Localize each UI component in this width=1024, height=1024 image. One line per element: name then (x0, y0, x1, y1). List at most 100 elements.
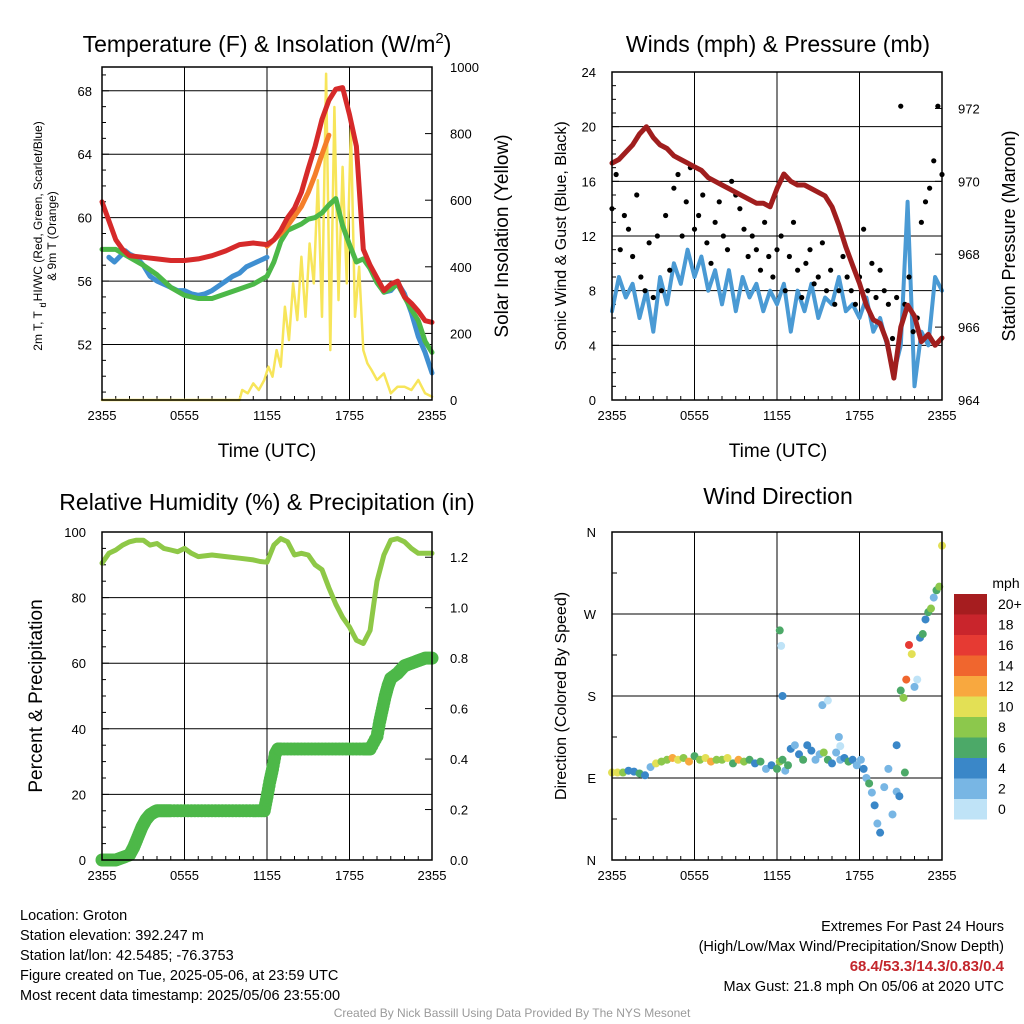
extremes-info: Extremes For Past 24 Hours (High/Low/Max… (699, 917, 1004, 997)
extremes-title: Extremes For Past 24 Hours (821, 919, 1004, 935)
gust-point (654, 233, 660, 239)
colorbar-label: 4 (998, 760, 1006, 776)
humidity-ytick-right-label: 0.2 (450, 803, 468, 818)
winddir-point (876, 828, 885, 837)
temperature-ytick-label: 68 (78, 84, 92, 99)
humidity-ytick-label: 20 (72, 787, 86, 802)
winds-xtick-label: 2355 (928, 408, 957, 423)
winds-chart: 2355 0555 1155 1755 235504812162024964966968… (553, 31, 1019, 462)
winds-xlabel: Time (UTC) (729, 441, 828, 462)
gust-point (720, 233, 726, 239)
gust-point (741, 226, 747, 232)
humidity-chart: 2355 0555 1155 1755 23550204060801000.00.20.… (26, 489, 475, 883)
gust-point (935, 103, 941, 109)
colorbar-label: 0 (998, 801, 1006, 817)
winddir-point (819, 748, 828, 757)
winddir-point (795, 750, 803, 759)
winddir-point (865, 779, 874, 788)
colorbar-swatch (954, 758, 987, 779)
winds-ytick-label: 4 (589, 338, 596, 353)
winddir-point (929, 593, 938, 602)
winds-xtick-label: 2355 (598, 408, 627, 423)
humidity-ytick-right-label: 0.0 (450, 853, 468, 868)
temperature-xtick-label: 1755 (335, 408, 364, 423)
temperature-ytick-right-label: 800 (450, 127, 472, 142)
temperature-ytick-right-label: 600 (450, 193, 472, 208)
winddir-title: Wind Direction (703, 483, 853, 509)
gust-point (770, 274, 776, 280)
gust-point (749, 233, 755, 239)
winddir-point (818, 701, 827, 710)
gust-point (869, 260, 875, 266)
colorbar-label: 8 (998, 719, 1006, 735)
gust-point (885, 301, 891, 307)
humidity-frame (101, 531, 433, 861)
gust-point (877, 267, 883, 273)
gust-point (621, 212, 627, 219)
winddir-point (848, 755, 857, 764)
temperature-ytick-label: 64 (78, 147, 92, 162)
gust-point (691, 226, 698, 232)
winds-ytick-right-label: 972 (958, 101, 980, 116)
winddir-point (927, 604, 935, 613)
winddir-point (803, 741, 812, 750)
temperature-title-end: ) (444, 31, 452, 57)
temperature-ylabel-right: Solar Insolation (Yellow) (492, 134, 513, 337)
gust-point (803, 260, 809, 266)
gust-point (745, 253, 751, 260)
temperature-frame (101, 66, 433, 401)
gust-point (815, 274, 821, 280)
winddir-xtick-label: 2355 (598, 868, 627, 883)
winddir-point (884, 764, 893, 773)
winddir-point (921, 615, 930, 624)
colorbar-label: 12 (998, 678, 1014, 694)
gust-point (774, 247, 780, 253)
colorbar-swatch (954, 737, 987, 758)
temperature-series-green (99, 196, 435, 355)
gust-point (807, 247, 813, 253)
winddir-point (790, 741, 799, 750)
winddir-point (907, 650, 916, 659)
winds-ytick-label: 16 (582, 174, 596, 189)
winds-ylabel-right: Station Pressure (Maroon) (999, 130, 1019, 341)
station-info: Location: Groton Station elevation: 392.… (20, 906, 340, 1006)
winds-ytick-label: 20 (582, 120, 596, 135)
colorbar-swatch (954, 778, 987, 799)
temperature-ytick-label: 52 (78, 338, 92, 353)
winddir-point (811, 755, 820, 764)
gust-point (852, 301, 858, 307)
gust-point (828, 267, 834, 273)
gust-point (757, 267, 764, 273)
gust-point (823, 288, 830, 294)
winddir-point (859, 764, 868, 773)
temperature-title-main: Temperature (F) & Insolation (W/m (83, 31, 436, 57)
colorbar-label: 2 (998, 781, 1006, 797)
gust-point (638, 274, 644, 280)
colorbar-swatch (954, 717, 987, 738)
winddir-ytick-label: W (584, 607, 597, 622)
temperature-title: Temperature (F) & Insolation (W/m2) (83, 30, 452, 57)
max-gust-text: Max Gust: 21.8 mph On 05/06 at 2020 UTC (723, 979, 1004, 995)
colorbar-label: 16 (998, 637, 1014, 653)
gust-point (663, 212, 669, 219)
colorbar-swatch (954, 676, 987, 697)
gust-point (906, 274, 912, 280)
credit-text: Created By Nick Bassill Using Data Provi… (333, 1006, 691, 1020)
gust-point (778, 233, 784, 239)
gust-point (708, 260, 714, 266)
gust-point (881, 288, 887, 294)
humidity-ytick-right-label: 0.4 (450, 752, 468, 767)
elevation-text: Station elevation: 392.247 m (20, 928, 204, 944)
humidity-xtick-label: 2355 (418, 868, 447, 883)
temperature-ytick-right-label: 0 (450, 393, 457, 408)
winddir-point (899, 693, 908, 702)
winddir-point (784, 761, 792, 770)
winds-ytick-label: 8 (589, 284, 596, 299)
gust-point (766, 253, 772, 260)
temperature-chart: 2355 0555 1155 1755 2355 52 56 60 64 68 0 200 400 600… (31, 30, 513, 462)
colorbar-label: 20+ (998, 596, 1022, 612)
colorbar-label: 6 (998, 740, 1006, 756)
temperature-ytick-label: 56 (78, 274, 92, 289)
humidity-ytick-label: 100 (64, 525, 86, 540)
